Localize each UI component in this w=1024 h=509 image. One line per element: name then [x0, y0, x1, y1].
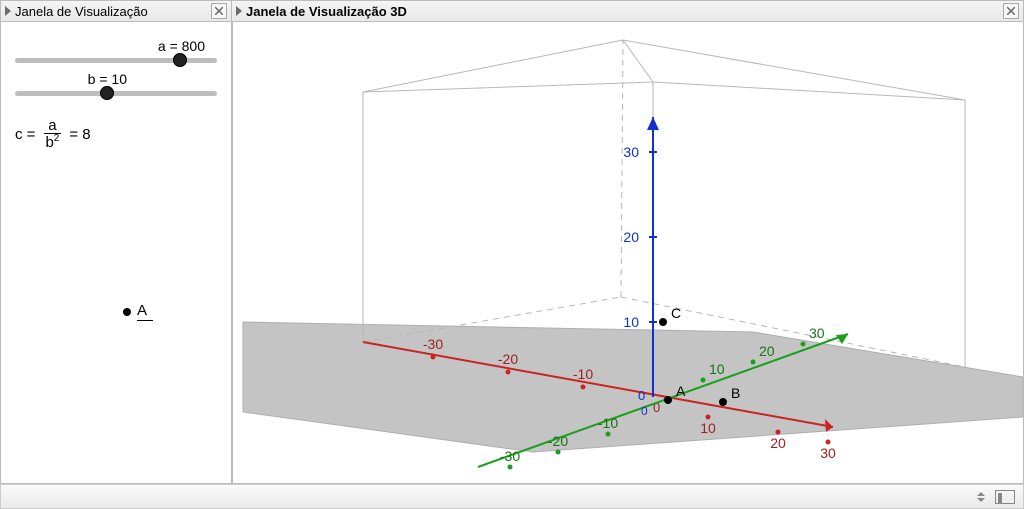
point-a-2d-label: A — [137, 302, 153, 321]
left-close-button[interactable] — [211, 3, 227, 19]
view-3d[interactable]: -30-20-101020300-30-20-1010203010203000A… — [232, 22, 1024, 484]
chevron-right-icon — [5, 6, 11, 16]
svg-text:20: 20 — [623, 229, 639, 245]
formula-rhs: = 8 — [69, 126, 90, 143]
slider-b-thumb[interactable] — [100, 86, 114, 100]
svg-text:-10: -10 — [573, 366, 593, 382]
formula-denominator: b2 — [41, 134, 63, 150]
svg-text:30: 30 — [809, 325, 825, 341]
formula-numerator: a — [44, 118, 60, 134]
svg-text:-30: -30 — [423, 336, 443, 352]
left-panel-header[interactable]: Janela de Visualização — [0, 0, 232, 22]
svg-text:0: 0 — [638, 388, 645, 403]
svg-text:20: 20 — [770, 435, 786, 451]
right-panel-header[interactable]: Janela de Visualização 3D — [232, 0, 1024, 22]
slider-b-label: b = 10 — [5, 71, 227, 87]
svg-text:20: 20 — [759, 343, 775, 359]
scene-svg: -30-20-101020300-30-20-1010203010203000A… — [233, 22, 1023, 484]
status-bar — [0, 484, 1024, 509]
svg-text:-20: -20 — [548, 433, 568, 449]
point-a-2d[interactable]: A — [123, 302, 153, 321]
input-mode-stepper[interactable] — [977, 490, 985, 504]
slider-a-track[interactable] — [15, 58, 217, 63]
right-close-button[interactable] — [1003, 3, 1019, 19]
slider-a[interactable]: a = 800 — [5, 38, 227, 63]
formula-c: c = a b2 = 8 — [15, 118, 217, 150]
svg-text:30: 30 — [820, 445, 836, 461]
svg-text:B: B — [731, 385, 740, 401]
chevron-right-icon — [236, 6, 242, 16]
left-panel: Janela de Visualização a = 800 b = 10 c … — [0, 0, 232, 484]
svg-text:10: 10 — [623, 314, 639, 330]
slider-b[interactable]: b = 10 — [5, 71, 227, 96]
svg-text:10: 10 — [709, 361, 725, 377]
svg-text:0: 0 — [641, 404, 648, 418]
slider-a-label: a = 800 — [5, 38, 227, 54]
close-icon — [1007, 7, 1015, 15]
svg-text:30: 30 — [623, 144, 639, 160]
right-panel-title: Janela de Visualização 3D — [246, 4, 999, 19]
svg-text:-30: -30 — [500, 448, 520, 464]
svg-text:-20: -20 — [498, 351, 518, 367]
close-icon — [215, 7, 223, 15]
right-panel: Janela de Visualização 3D -30 -20 -10 10 20 3… — [232, 0, 1024, 484]
point-dot-icon — [123, 308, 131, 316]
keyboard-icon[interactable] — [995, 490, 1015, 504]
svg-text:-10: -10 — [598, 415, 618, 431]
slider-a-thumb[interactable] — [173, 53, 187, 67]
formula-fraction: a b2 — [41, 118, 63, 150]
svg-text:C: C — [671, 305, 681, 321]
svg-text:10: 10 — [700, 420, 716, 436]
left-panel-body: a = 800 b = 10 c = a b2 = 8 — [0, 22, 232, 484]
svg-text:A: A — [676, 383, 686, 399]
formula-lhs: c = — [15, 126, 35, 143]
slider-b-track[interactable] — [15, 91, 217, 96]
left-panel-title: Janela de Visualização — [15, 4, 207, 19]
